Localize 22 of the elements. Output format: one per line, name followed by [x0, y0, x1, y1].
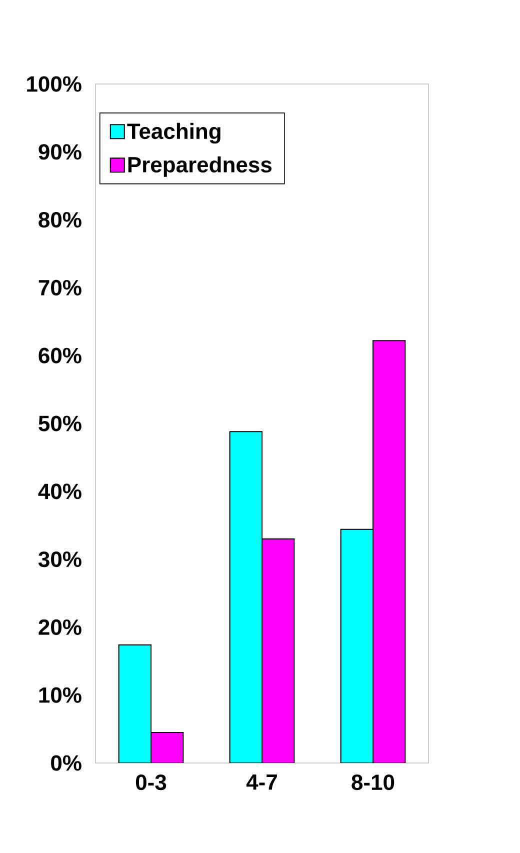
legend-label: Teaching — [127, 122, 220, 144]
y-tick-label: 70% — [38, 280, 82, 296]
x-tick-label: 4-7 — [246, 774, 277, 790]
y-tick-label: 30% — [38, 551, 82, 568]
legend-label: Preparedness — [128, 156, 272, 177]
y-tick-label: 80% — [38, 212, 82, 228]
y-tick-label: 90% — [38, 144, 82, 160]
bar — [229, 431, 262, 763]
y-tick-label: 40% — [38, 484, 82, 500]
bar — [340, 528, 374, 763]
y-tick-label: 60% — [38, 348, 82, 364]
y-tick-label: 20% — [38, 619, 82, 635]
bar — [262, 538, 295, 763]
y-tick-label: 100% — [27, 76, 82, 92]
y-tick-label: 0% — [51, 755, 82, 771]
bar — [150, 732, 184, 763]
y-tick-label: 10% — [39, 687, 82, 703]
x-tick-label: 0-3 — [136, 774, 166, 790]
y-tick-label: 50% — [38, 416, 82, 432]
bar — [372, 340, 406, 763]
x-tick-label: 8-10 — [352, 774, 394, 790]
bar — [118, 644, 152, 763]
